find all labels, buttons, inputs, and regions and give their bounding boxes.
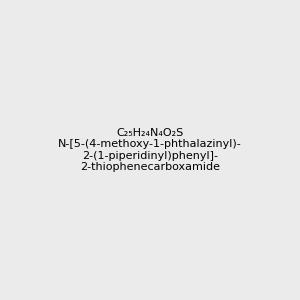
Text: C₂₅H₂₄N₄O₂S
N-[5-(4-methoxy-1-phthalazinyl)-
2-(1-piperidinyl)phenyl]-
2-thiophe: C₂₅H₂₄N₄O₂S N-[5-(4-methoxy-1-phthalazin…: [58, 128, 242, 172]
